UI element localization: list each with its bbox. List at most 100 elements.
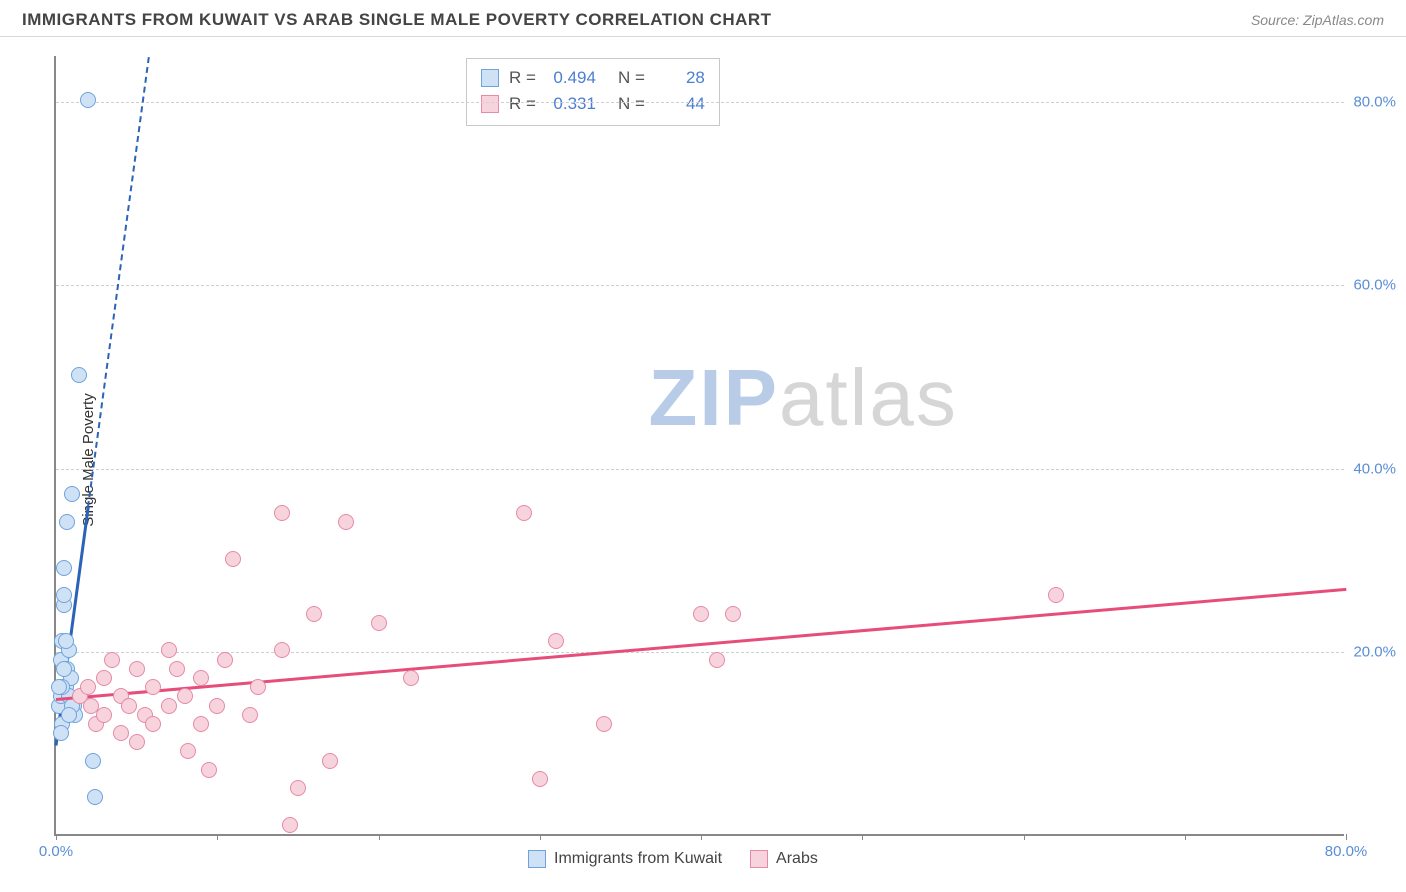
data-point [201, 762, 217, 778]
data-point [209, 698, 225, 714]
data-point [290, 780, 306, 796]
chart-title: IMMIGRANTS FROM KUWAIT VS ARAB SINGLE MA… [22, 10, 772, 30]
data-point [96, 707, 112, 723]
watermark-zip: ZIP [648, 353, 778, 442]
data-point [87, 789, 103, 805]
y-tick-label: 40.0% [1353, 460, 1396, 477]
data-point [56, 661, 72, 677]
data-point [338, 514, 354, 530]
data-point [1048, 587, 1064, 603]
data-point [145, 716, 161, 732]
source-label: Source: [1251, 12, 1303, 28]
stat-n-value: 28 [655, 65, 705, 91]
data-point [516, 505, 532, 521]
x-tick-mark [217, 834, 218, 840]
data-point [225, 551, 241, 567]
series-swatch [481, 69, 499, 87]
stat-n-label: N = [618, 65, 645, 91]
stat-n-value: 44 [655, 91, 705, 117]
data-point [274, 642, 290, 658]
chart-header: IMMIGRANTS FROM KUWAIT VS ARAB SINGLE MA… [0, 0, 1406, 37]
legend-swatch [750, 850, 768, 868]
y-tick-label: 20.0% [1353, 644, 1396, 661]
data-point [61, 707, 77, 723]
data-point [56, 587, 72, 603]
data-point [113, 725, 129, 741]
data-point [371, 615, 387, 631]
data-point [725, 606, 741, 622]
data-point [274, 505, 290, 521]
stats-row: R = 0.331 N = 44 [481, 91, 705, 117]
chart-source: Source: ZipAtlas.com [1251, 12, 1384, 28]
stat-r-label: R = [509, 65, 536, 91]
plot-region: ZIPatlas R =0.494N =28R =0.331N =44 20.0… [54, 56, 1344, 836]
data-point [322, 753, 338, 769]
gridline-h [56, 102, 1344, 103]
data-point [596, 716, 612, 732]
data-point [217, 652, 233, 668]
x-tick-mark [1346, 834, 1347, 840]
data-point [532, 771, 548, 787]
y-tick-label: 60.0% [1353, 277, 1396, 294]
gridline-h [56, 285, 1344, 286]
data-point [80, 679, 96, 695]
x-tick-mark [1185, 834, 1186, 840]
watermark-atlas: atlas [779, 353, 958, 442]
trend-line-extrapolated [87, 57, 150, 507]
data-point [169, 661, 185, 677]
data-point [161, 698, 177, 714]
data-point [104, 652, 120, 668]
data-point [129, 661, 145, 677]
x-tick-mark [862, 834, 863, 840]
source-name: ZipAtlas.com [1303, 12, 1384, 28]
watermark: ZIPatlas [648, 352, 957, 444]
data-point [403, 670, 419, 686]
legend-label: Arabs [776, 850, 818, 868]
data-point [129, 734, 145, 750]
gridline-h [56, 652, 1344, 653]
data-point [693, 606, 709, 622]
data-point [250, 679, 266, 695]
data-point [80, 92, 96, 108]
x-tick-mark [540, 834, 541, 840]
x-tick-mark [379, 834, 380, 840]
legend-swatch [528, 850, 546, 868]
stat-r-label: R = [509, 91, 536, 117]
data-point [71, 367, 87, 383]
data-point [193, 716, 209, 732]
data-point [709, 652, 725, 668]
series-swatch [481, 95, 499, 113]
data-point [59, 514, 75, 530]
data-point [145, 679, 161, 695]
stat-r-value: 0.494 [546, 65, 596, 91]
data-point [177, 688, 193, 704]
series-legend: Immigrants from Kuwait Arabs [528, 850, 818, 868]
stats-legend-box: R = 0.494 N = 28 R = 0.331 N = 44 [466, 58, 720, 126]
data-point [180, 743, 196, 759]
stat-n-label: N = [618, 91, 645, 117]
data-point [282, 817, 298, 833]
data-point [51, 679, 67, 695]
x-tick-label: 80.0% [1325, 843, 1368, 860]
stat-r-value: 0.331 [546, 91, 596, 117]
data-point [548, 633, 564, 649]
legend-item: Arabs [750, 850, 818, 868]
data-point [121, 698, 137, 714]
data-point [58, 633, 74, 649]
x-tick-mark [1024, 834, 1025, 840]
y-tick-label: 80.0% [1353, 93, 1396, 110]
stats-row: R = 0.494 N = 28 [481, 65, 705, 91]
data-point [85, 753, 101, 769]
data-point [56, 560, 72, 576]
legend-item: Immigrants from Kuwait [528, 850, 722, 868]
x-tick-label: 0.0% [39, 843, 73, 860]
data-point [64, 486, 80, 502]
data-point [242, 707, 258, 723]
x-tick-mark [56, 834, 57, 840]
data-point [96, 670, 112, 686]
gridline-h [56, 469, 1344, 470]
data-point [306, 606, 322, 622]
data-point [161, 642, 177, 658]
x-tick-mark [701, 834, 702, 840]
chart-area: Single Male Poverty ZIPatlas R =0.494N =… [48, 50, 1388, 870]
